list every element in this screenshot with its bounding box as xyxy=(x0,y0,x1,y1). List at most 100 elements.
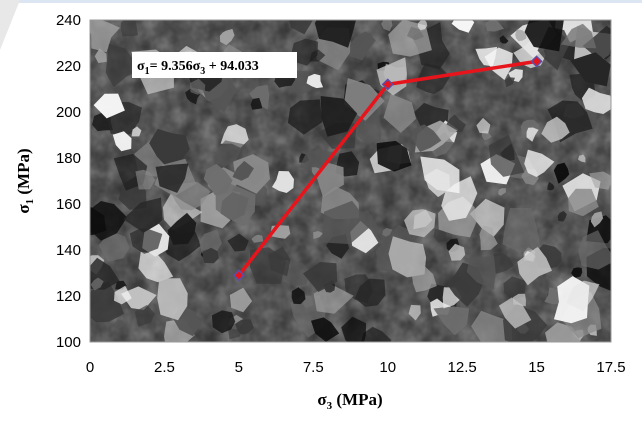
y-title-main: σ xyxy=(14,204,33,214)
mineral-grain xyxy=(479,225,498,251)
mineral-grain xyxy=(553,162,570,184)
mineral-grain xyxy=(306,73,324,89)
top-rule xyxy=(0,0,642,3)
mineral-grain xyxy=(578,154,586,163)
mineral-grain xyxy=(350,31,376,61)
mineral-grain xyxy=(411,264,437,293)
mineral-grain xyxy=(249,84,270,110)
mineral-grain xyxy=(90,280,125,323)
mineral-grain xyxy=(199,229,222,255)
y-tick-label: 220 xyxy=(56,58,81,75)
mineral-grain xyxy=(475,46,498,67)
mineral-grain xyxy=(469,198,505,237)
y-tick-label: 160 xyxy=(56,196,81,213)
mineral-grain xyxy=(408,304,421,321)
mineral-grain xyxy=(114,319,125,330)
mineral-grain xyxy=(287,99,323,135)
eq-sub3: 3 xyxy=(200,66,205,77)
mineral-grain xyxy=(412,124,442,152)
mineral-grain xyxy=(90,207,107,235)
mineral-grain xyxy=(121,286,157,310)
x-tick-label: 15 xyxy=(528,359,545,376)
x-title-main: σ xyxy=(317,390,327,409)
mineral-grain xyxy=(524,20,564,52)
mineral-grain xyxy=(235,319,254,335)
mineral-grain xyxy=(485,20,504,32)
mineral-grain xyxy=(451,20,475,33)
mineral-grain xyxy=(441,176,478,221)
mineral-grain xyxy=(541,116,570,143)
mineral-grain xyxy=(232,160,254,181)
mineral-grain xyxy=(272,171,294,193)
x-tick-label: 2.5 xyxy=(154,359,175,376)
mineral-grain xyxy=(448,243,466,261)
mineral-grain xyxy=(214,140,244,168)
mineral-grain xyxy=(315,163,344,198)
mineral-grain xyxy=(313,231,324,239)
mineral-grain xyxy=(162,193,203,230)
mineral-grain xyxy=(360,326,392,342)
mineral-grain xyxy=(388,236,427,278)
y-tick-label: 140 xyxy=(56,242,81,259)
mineral-grain xyxy=(571,267,583,278)
mineral-grain xyxy=(515,29,527,42)
mineral-grain xyxy=(406,26,424,41)
mineral-grain xyxy=(138,251,174,283)
mineral-grain xyxy=(547,181,555,191)
data-point-marker xyxy=(381,78,394,91)
y-axis-title: σ1 (MPa) xyxy=(14,148,36,213)
mineral-grain xyxy=(94,48,107,64)
y-tick-label: 240 xyxy=(56,12,81,29)
mineral-grain xyxy=(250,97,263,110)
mineral-grain xyxy=(383,93,417,133)
series-layer xyxy=(232,55,543,282)
mineral-grain xyxy=(219,28,235,46)
mineral-grain xyxy=(404,209,436,238)
mineral-grain xyxy=(114,285,132,305)
eq-sub1: 1 xyxy=(145,66,150,77)
mineral-grain xyxy=(90,277,104,291)
x-axis-title: σ3 (MPa) xyxy=(317,390,382,412)
mineral-grain xyxy=(476,117,491,134)
mineral-grain xyxy=(291,287,306,305)
x-tick-label: 12.5 xyxy=(448,359,477,376)
mineral-grain xyxy=(498,188,506,196)
x-axis: 0 2.5 5 7.5 10 12.5 15 17.5 xyxy=(86,359,626,376)
mineral-grain xyxy=(167,212,197,245)
mineral-grain xyxy=(590,211,604,228)
mineral-grain xyxy=(557,211,567,222)
mineral-grain xyxy=(417,20,428,30)
x-tick-label: 0 xyxy=(86,359,94,376)
mineral-grain xyxy=(560,23,597,49)
mineral-grain xyxy=(93,93,125,119)
eq-slope: = 9.356σ xyxy=(150,59,201,74)
mineral-grain xyxy=(190,78,206,95)
mineral-grain xyxy=(309,49,326,62)
equation-text: σ1= 9.356σ3 + 94.033 xyxy=(137,59,259,77)
equation-annotation: σ1= 9.356σ3 + 94.033 xyxy=(132,52,297,78)
mineral-grain xyxy=(314,20,356,48)
y-tick-label: 120 xyxy=(56,288,81,305)
mineral-grain xyxy=(581,87,611,114)
x-tick-label: 17.5 xyxy=(596,359,625,376)
mineral-grain xyxy=(313,283,354,314)
x-tick-label: 5 xyxy=(235,359,243,376)
mineral-grain xyxy=(215,182,256,227)
mineral-grain xyxy=(203,163,233,196)
mineral-grain xyxy=(566,280,600,312)
mineral-grain xyxy=(382,228,393,237)
mineral-grain xyxy=(582,25,611,60)
y-tick-label: 100 xyxy=(56,334,81,351)
mineral-grain xyxy=(570,52,611,87)
mineral-grain xyxy=(123,197,163,234)
mineral-grain xyxy=(524,149,555,177)
mineral-grain xyxy=(250,247,287,284)
mineral-grain xyxy=(90,20,120,53)
mineral-grain xyxy=(303,262,338,292)
mineral-grain xyxy=(320,96,358,137)
x-tick-label: 7.5 xyxy=(303,359,324,376)
mineral-grain xyxy=(129,228,163,254)
corner-mark xyxy=(0,0,20,50)
eq-intercept: + 94.033 xyxy=(205,59,258,74)
